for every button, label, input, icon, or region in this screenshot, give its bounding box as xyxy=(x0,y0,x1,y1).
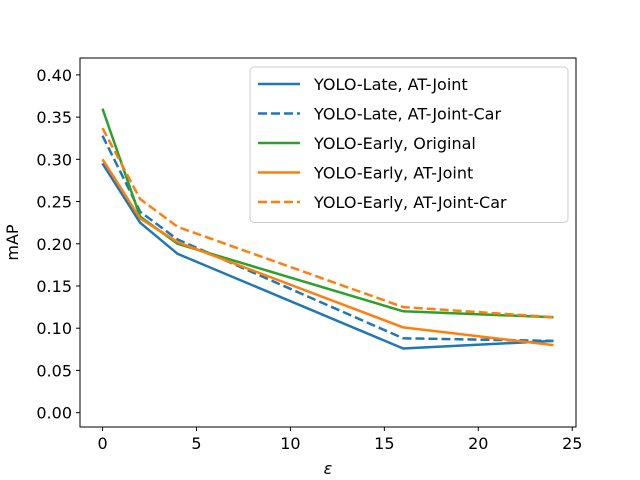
x-tick-label: 10 xyxy=(280,434,300,453)
x-axis-label: ε xyxy=(324,459,333,478)
y-axis-label: mAP xyxy=(3,224,22,261)
series-line-2 xyxy=(101,135,554,343)
y-tick-label: 0.30 xyxy=(36,150,72,169)
series-line-5 xyxy=(101,127,554,319)
y-tick-label: 0.15 xyxy=(36,277,72,296)
y-tick-label: 0.25 xyxy=(36,193,72,212)
series-line-3 xyxy=(101,108,554,319)
series-line-1 xyxy=(101,162,554,350)
legend-box xyxy=(249,66,569,223)
y-tick-label: 0.05 xyxy=(36,361,72,380)
y-axis: 0.00 0.05 0.10 0.15 0.20 0.25 0.30 0.35 0.40 xyxy=(36,66,80,423)
x-tick-label: 0 xyxy=(97,434,107,453)
y-tick-label: 0.10 xyxy=(36,319,72,338)
y-tick-label: 0.00 xyxy=(36,404,72,423)
legend-label-3: YOLO-Early, Original xyxy=(313,134,476,153)
y-tick-label: 0.35 xyxy=(36,108,72,127)
legend-label-1: YOLO-Late, AT-Joint xyxy=(313,75,468,94)
legend-label-5: YOLO-Early, AT-Joint-Car xyxy=(313,193,507,212)
legend-label-2: YOLO-Late, AT-Joint-Car xyxy=(313,105,501,124)
legend-label-4: YOLO-Early, AT-Joint xyxy=(313,164,473,183)
x-tick-label: 20 xyxy=(468,434,488,453)
x-axis: 0 5 10 15 20 25 xyxy=(97,427,582,453)
x-tick-label: 15 xyxy=(374,434,394,453)
legend: YOLO-Late, AT-Joint YOLO-Late, AT-Joint-C… xyxy=(249,66,569,223)
x-tick-label: 25 xyxy=(562,434,582,453)
series-layer xyxy=(101,108,554,350)
y-tick-label: 0.40 xyxy=(36,66,72,85)
y-tick-label: 0.20 xyxy=(36,235,72,254)
x-tick-label: 5 xyxy=(191,434,201,453)
series-line-4 xyxy=(101,158,554,347)
plot-frame xyxy=(79,57,577,428)
